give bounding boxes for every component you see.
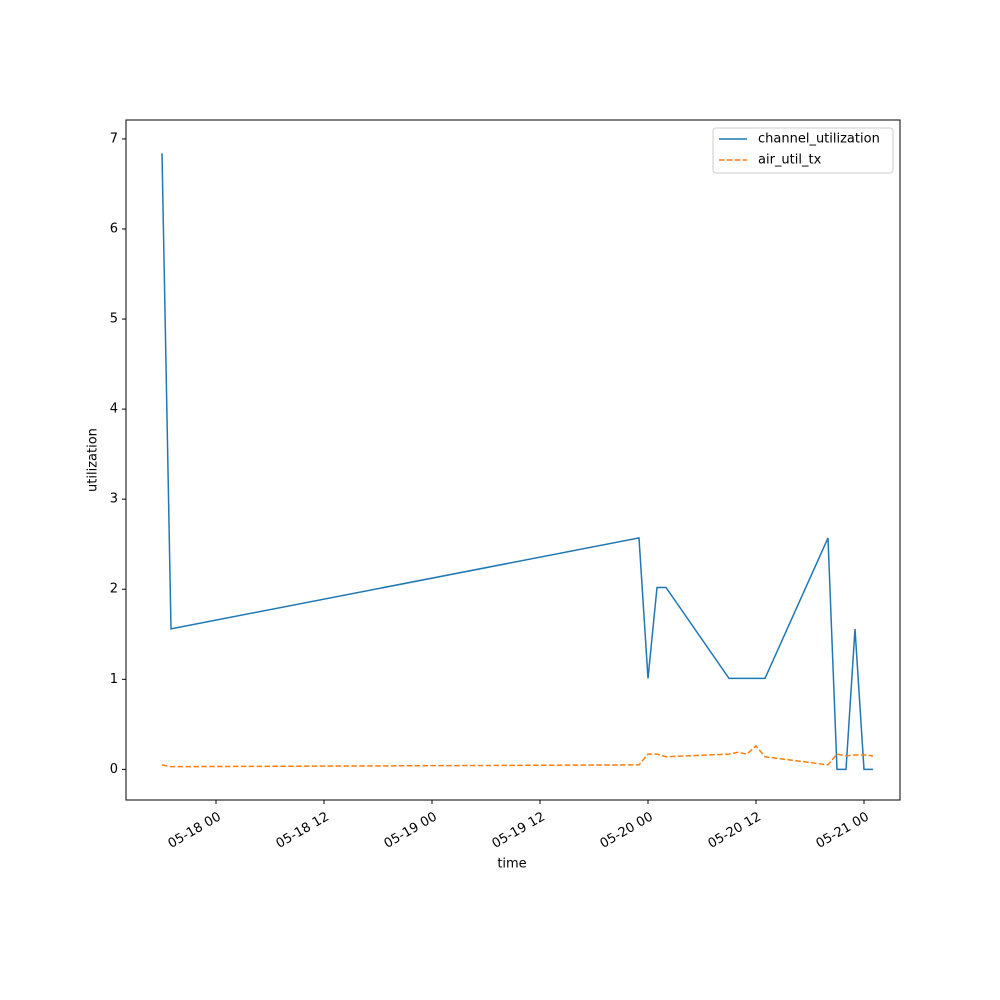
y-tick-label: 1 [110,672,118,687]
x-tick-label: 05-19 00 [382,810,440,852]
y-tick-label: 0 [110,762,118,777]
legend-label: air_util_tx [758,153,822,168]
legend-box [712,127,894,174]
y-tick-label: 6 [110,221,118,236]
y-tick-label: 2 [110,582,118,597]
y-tick-label: 3 [110,492,118,507]
x-tick-label: 05-18 00 [166,810,224,852]
x-tick-label: 05-18 12 [274,810,332,852]
x-tick-label: 05-20 12 [706,810,764,852]
series-line [161,153,873,771]
plot-frame [125,119,901,801]
series-line [161,744,874,768]
x-tick-label: 05-20 00 [598,810,656,852]
y-tick-label: 5 [110,312,118,327]
y-tick-label: 4 [110,402,118,417]
x-tick-label: 05-19 12 [490,810,548,852]
legend-label: channel_utilization [758,132,880,147]
x-tick-label: 05-21 00 [814,810,872,852]
y-axis-label: utilization [86,428,101,492]
y-tick-label: 7 [110,131,118,146]
x-axis-label: time [497,857,526,872]
